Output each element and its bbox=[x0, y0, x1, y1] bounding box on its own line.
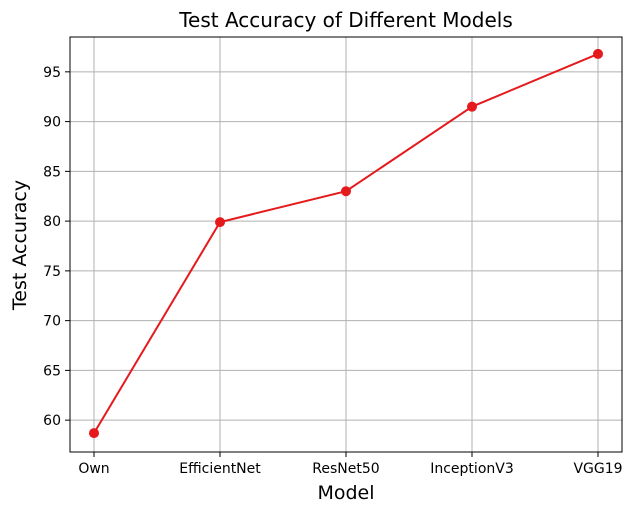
x-tick-label: ResNet50 bbox=[312, 461, 379, 477]
data-point bbox=[467, 101, 477, 112]
data-point bbox=[593, 48, 603, 59]
series-layer bbox=[89, 48, 603, 439]
x-tick-label: InceptionV3 bbox=[430, 461, 514, 477]
y-tick-label: 70 bbox=[43, 314, 61, 330]
y-axis-ticks: 60 65 70 75 80 85 90 95 bbox=[43, 65, 70, 429]
y-tick-label: 75 bbox=[43, 264, 61, 280]
grid-lines bbox=[70, 37, 622, 452]
data-point bbox=[215, 217, 225, 228]
y-tick-label: 60 bbox=[43, 413, 61, 429]
plot-frame bbox=[69, 36, 623, 453]
x-axis-label: Model bbox=[317, 482, 374, 504]
x-axis-ticks: Own EfficientNet ResNet50 InceptionV3 VGG19 bbox=[78, 452, 623, 477]
x-tick-label: EfficientNet bbox=[179, 461, 261, 477]
y-axis-label: Test Accuracy bbox=[9, 180, 31, 311]
y-tick-label: 95 bbox=[43, 65, 61, 81]
x-tick-label: Own bbox=[78, 461, 109, 477]
data-point bbox=[341, 186, 351, 197]
y-tick-label: 65 bbox=[43, 363, 61, 379]
data-point bbox=[89, 428, 99, 439]
y-tick-label: 80 bbox=[43, 214, 61, 230]
x-tick-label: VGG19 bbox=[573, 461, 622, 477]
y-tick-label: 90 bbox=[43, 115, 61, 131]
y-tick-label: 85 bbox=[43, 164, 61, 180]
chart-title: Test Accuracy of Different Models bbox=[178, 8, 513, 32]
